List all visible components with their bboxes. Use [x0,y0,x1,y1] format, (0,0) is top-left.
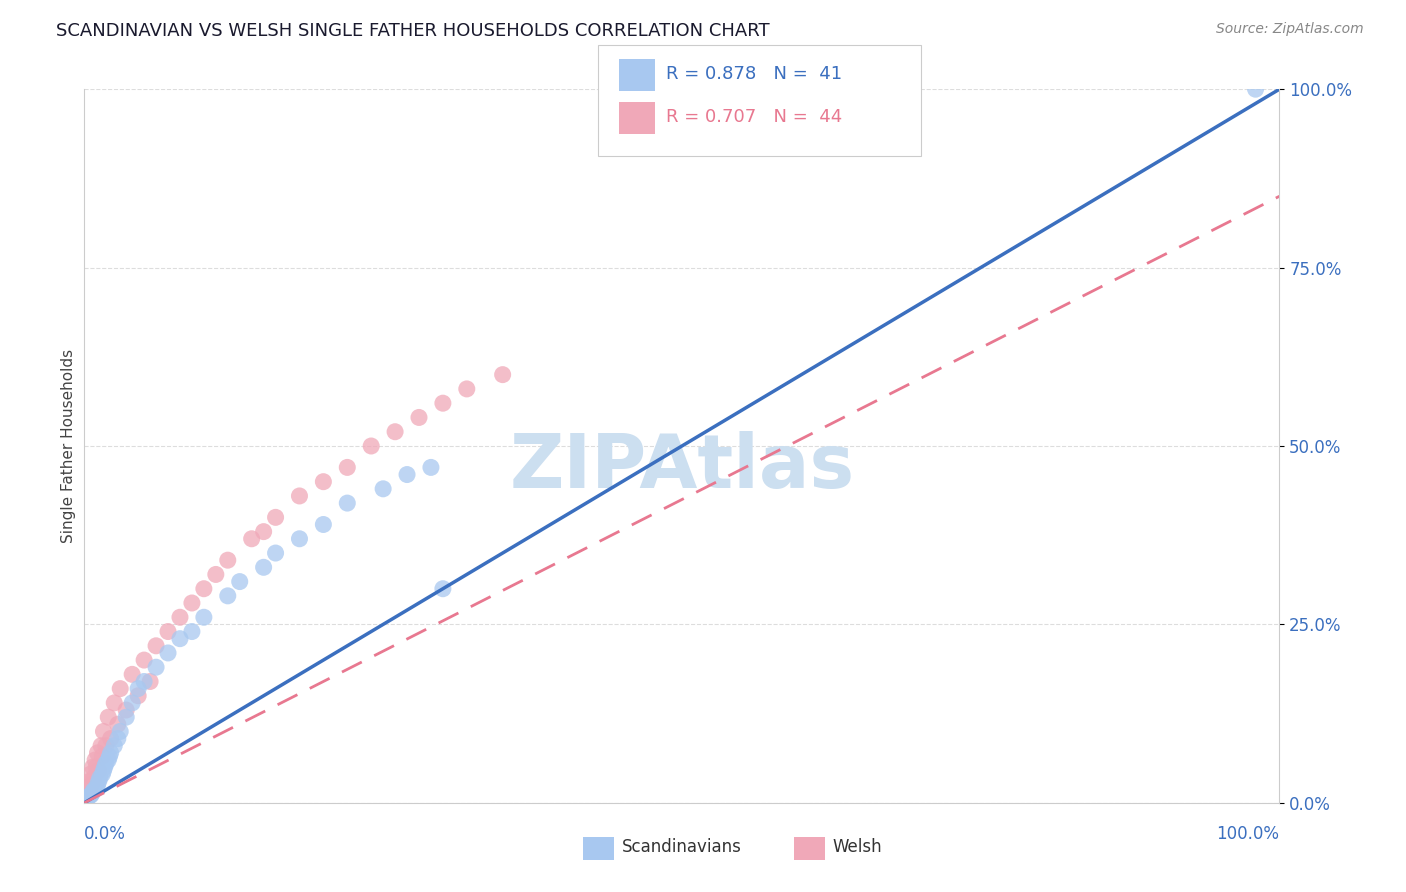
Point [79,789,101,803]
Point [100,746,122,760]
Point [145,639,167,653]
Point [76,789,98,803]
Point [193,610,215,624]
Point [77,774,100,789]
Point [180,624,202,639]
Point [432,582,454,596]
Point [93,764,115,778]
Point [107,731,129,746]
Text: 0.0%: 0.0% [84,825,127,843]
Y-axis label: Single Father Households: Single Father Households [60,349,76,543]
Point [336,496,359,510]
Point [97,710,120,724]
Point [217,589,239,603]
Point [217,553,239,567]
Point [360,439,382,453]
Point [180,596,202,610]
Point [492,368,515,382]
Point [432,396,454,410]
Point [94,756,117,771]
Point [396,467,419,482]
Point [110,724,132,739]
Point [84,760,107,774]
Point [86,778,108,792]
Text: R = 0.878   N =  41: R = 0.878 N = 41 [666,65,842,83]
Point [80,778,103,792]
Point [157,646,180,660]
Point [145,660,167,674]
Point [103,696,125,710]
Point [264,546,287,560]
Point [312,517,335,532]
Point [82,785,104,799]
Text: 100.0%: 100.0% [1216,825,1279,843]
Point [87,764,110,778]
Point [100,731,122,746]
Point [408,410,430,425]
Point [419,460,441,475]
Point [228,574,250,589]
Point [94,739,117,753]
Text: SCANDINAVIAN VS WELSH SINGLE FATHER HOUSEHOLDS CORRELATION CHART: SCANDINAVIAN VS WELSH SINGLE FATHER HOUS… [56,22,770,40]
Text: Scandinavians: Scandinavians [621,838,741,856]
Point [97,753,120,767]
Point [89,771,111,785]
Point [87,774,110,789]
Point [77,781,100,796]
Point [83,771,105,785]
Point [84,781,107,796]
Point [84,753,107,767]
Text: Welsh: Welsh [832,838,882,856]
Point [90,739,112,753]
Point [103,739,125,753]
Point [107,717,129,731]
Point [83,783,105,797]
Text: R = 0.707   N =  44: R = 0.707 N = 44 [666,108,842,126]
Point [456,382,478,396]
Point [132,653,156,667]
Point [288,489,311,503]
Point [139,674,162,689]
Point [77,790,100,805]
Point [79,767,101,781]
Point [288,532,311,546]
Text: ZIPAtlas: ZIPAtlas [509,431,855,504]
Point [336,460,359,475]
Point [384,425,406,439]
Point [80,787,103,801]
Text: Source: ZipAtlas.com: Source: ZipAtlas.com [1216,22,1364,37]
Point [93,724,115,739]
Point [193,582,215,596]
Point [98,749,121,764]
Point [264,510,287,524]
Point [157,624,180,639]
Point [169,632,191,646]
Point [312,475,335,489]
Point [240,532,263,546]
Point [91,767,114,781]
Point [132,674,156,689]
Point [115,703,138,717]
Point [253,524,276,539]
Point [127,681,149,696]
Point [86,746,108,760]
Point [76,792,98,806]
Point [169,610,191,624]
Point [82,760,104,774]
Point [93,760,115,774]
Point [91,749,114,764]
Point [121,696,143,710]
Point [115,710,138,724]
Point [127,689,149,703]
Point [121,667,143,681]
Point [253,560,276,574]
Point [371,482,394,496]
Point [1244,82,1267,96]
Point [110,681,132,696]
Point [205,567,228,582]
